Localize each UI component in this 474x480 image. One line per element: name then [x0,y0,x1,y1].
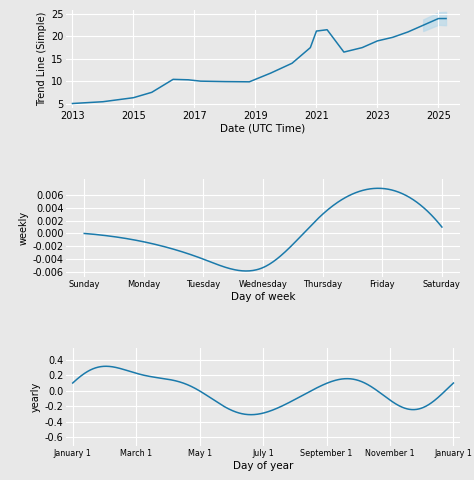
X-axis label: Day of year: Day of year [233,461,293,471]
Y-axis label: yearly: yearly [30,382,41,412]
X-axis label: Day of week: Day of week [231,292,295,302]
Y-axis label: weekly: weekly [18,211,28,245]
X-axis label: Date (UTC Time): Date (UTC Time) [220,123,306,133]
Y-axis label: Trend Line (Simple): Trend Line (Simple) [37,12,47,106]
